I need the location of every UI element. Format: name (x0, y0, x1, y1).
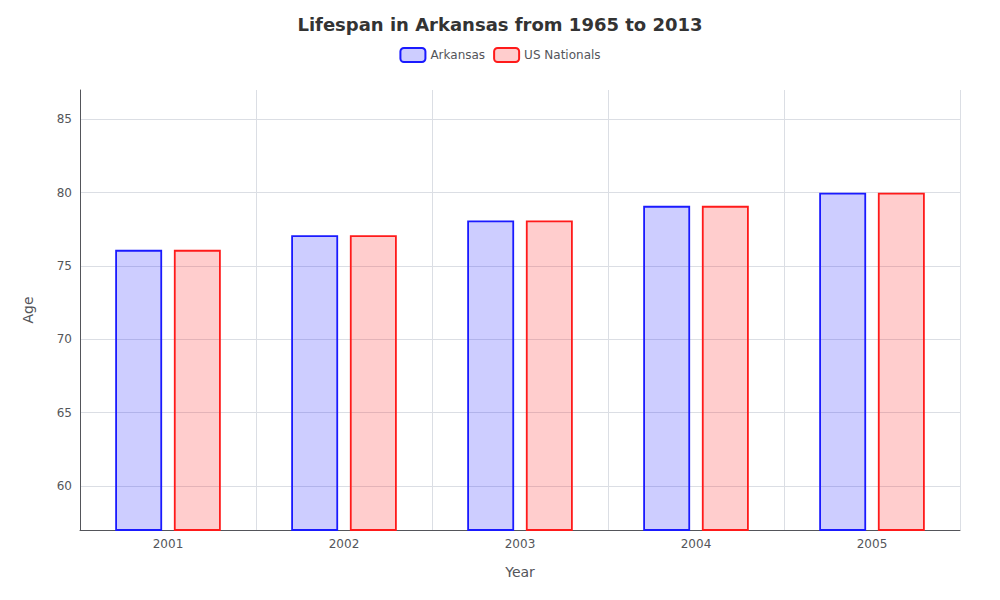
svg-text:60: 60 (57, 479, 72, 493)
svg-text:Year: Year (504, 564, 535, 580)
svg-text:2005: 2005 (857, 537, 888, 551)
svg-text:75: 75 (57, 259, 72, 273)
svg-text:US Nationals: US Nationals (524, 48, 600, 62)
svg-text:Arkansas: Arkansas (430, 48, 485, 62)
svg-text:65: 65 (57, 406, 72, 420)
svg-text:2004: 2004 (681, 537, 712, 551)
svg-text:2001: 2001 (153, 537, 184, 551)
svg-text:70: 70 (57, 332, 72, 346)
svg-text:2003: 2003 (505, 537, 536, 551)
svg-text:2002: 2002 (329, 537, 360, 551)
svg-text:Age: Age (20, 296, 36, 323)
svg-text:Lifespan in Arkansas from 1965: Lifespan in Arkansas from 1965 to 2013 (297, 14, 702, 35)
svg-text:80: 80 (57, 186, 72, 200)
svg-text:85: 85 (57, 112, 72, 126)
